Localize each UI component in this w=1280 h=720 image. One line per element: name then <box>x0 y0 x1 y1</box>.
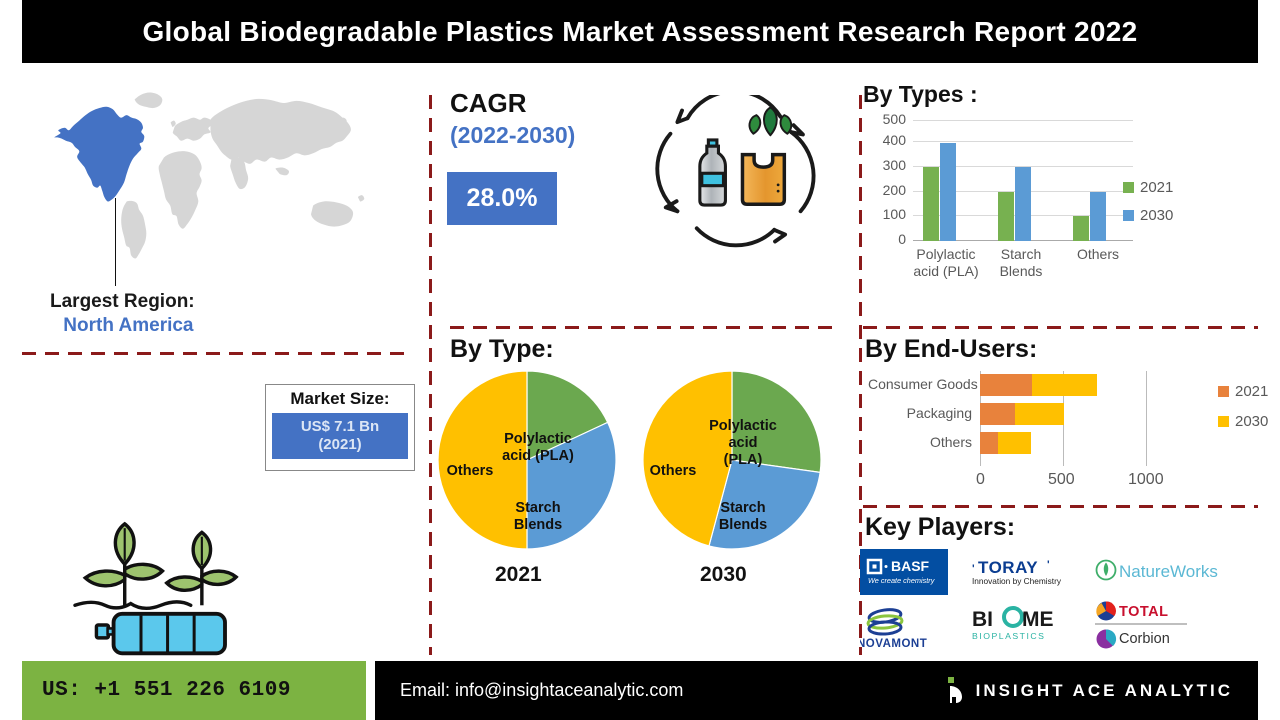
svg-text:Corbion: Corbion <box>1119 631 1170 647</box>
svg-text:NatureWorks: NatureWorks <box>1119 562 1218 581</box>
svg-text:': ' <box>1047 559 1050 571</box>
svg-text:': ' <box>972 563 975 575</box>
svg-text:We create chemistry: We create chemistry <box>868 576 936 585</box>
svg-text:TORAY: TORAY <box>978 558 1038 577</box>
svg-text:BIOPLASTICS: BIOPLASTICS <box>972 631 1045 641</box>
svg-text:Innovation by Chemistry: Innovation by Chemistry <box>972 576 1062 586</box>
svg-text:BASF: BASF <box>891 558 930 574</box>
svg-text:BI: BI <box>972 608 993 631</box>
svg-text:NOVAMONT: NOVAMONT <box>860 638 927 650</box>
svg-text:TOTAL: TOTAL <box>1119 604 1168 620</box>
svg-text:ME: ME <box>1022 608 1054 631</box>
